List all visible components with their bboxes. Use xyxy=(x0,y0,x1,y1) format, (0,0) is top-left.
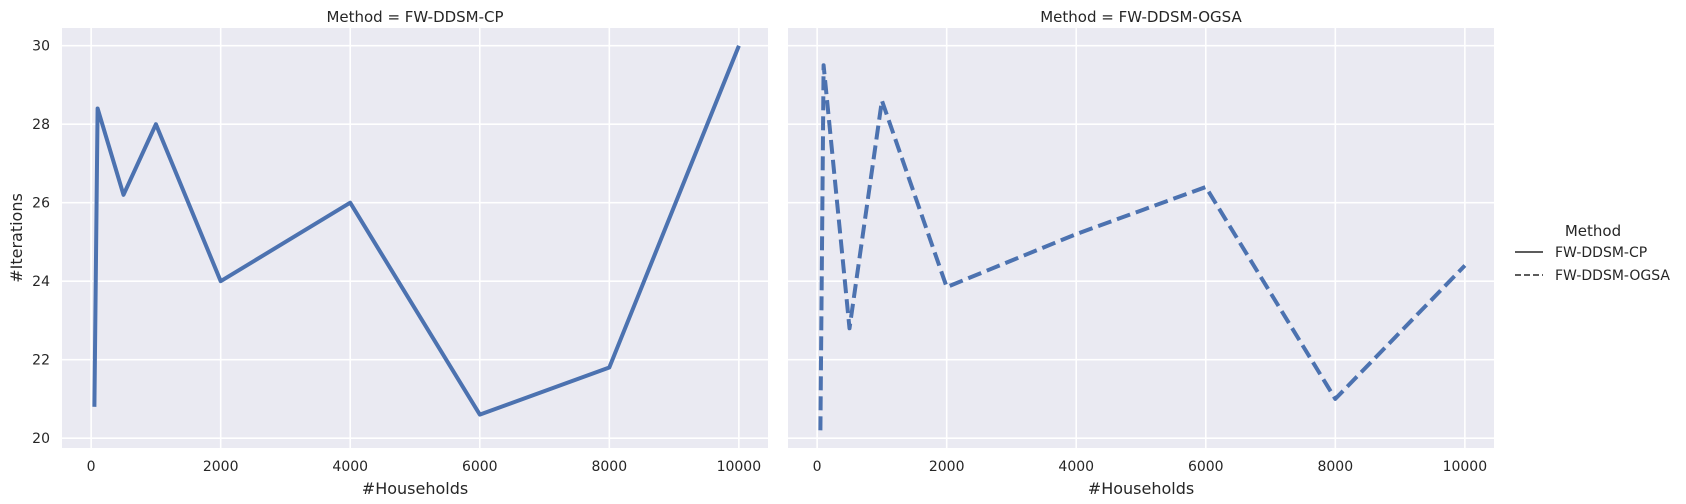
y-tick-label: 22 xyxy=(32,353,50,369)
legend-label-fw-ddsm-ogsa: FW-DDSM-OGSA xyxy=(1555,268,1670,284)
x-tick-label: 10000 xyxy=(1443,459,1488,475)
x-tick-label: 2000 xyxy=(929,459,965,475)
y-tick-labels: 20 22 24 26 28 30 xyxy=(32,39,50,448)
x-axis-label: #Households xyxy=(1088,479,1194,498)
x-tick-label: 0 xyxy=(87,459,96,475)
x-tick-labels: 0 2000 4000 6000 8000 10000 xyxy=(813,459,1487,475)
x-tick-label: 8000 xyxy=(591,459,627,475)
legend-title: Method xyxy=(1565,222,1621,240)
x-tick-labels: 0 2000 4000 6000 8000 10000 xyxy=(87,459,761,475)
x-axis-label: #Households xyxy=(362,479,468,498)
legend: Method FW-DDSM-CP FW-DDSM-OGSA xyxy=(1515,222,1670,284)
panel-fw-ddsm-cp: Method = FW-DDSM-CP 0 2000 4000 6000 8000 100… xyxy=(7,8,768,498)
x-tick-label: 10000 xyxy=(717,459,762,475)
x-tick-label: 8000 xyxy=(1317,459,1353,475)
panel-title: Method = FW-DDSM-OGSA xyxy=(1040,8,1242,26)
y-tick-label: 26 xyxy=(32,196,50,212)
panel-background xyxy=(62,28,768,448)
series-group xyxy=(818,63,1467,431)
panel-fw-ddsm-ogsa: Method = FW-DDSM-OGSA 0 2000 4000 6000 8000 1… xyxy=(788,8,1494,498)
y-tick-label: 30 xyxy=(32,39,50,55)
series-group xyxy=(92,44,741,417)
x-tick-label: 6000 xyxy=(462,459,498,475)
panel-background xyxy=(788,28,1494,448)
x-tick-label: 6000 xyxy=(1188,459,1224,475)
x-tick-label: 0 xyxy=(813,459,822,475)
legend-label-fw-ddsm-cp: FW-DDSM-CP xyxy=(1555,245,1647,261)
y-tick-label: 20 xyxy=(32,431,50,447)
y-axis-label: #Iterations xyxy=(7,193,26,283)
x-tick-label: 4000 xyxy=(332,459,368,475)
grid-group xyxy=(788,28,1494,448)
grid-group xyxy=(62,28,768,448)
x-tick-label: 2000 xyxy=(203,459,239,475)
x-tick-label: 4000 xyxy=(1058,459,1094,475)
y-tick-label: 28 xyxy=(32,117,50,133)
series-line-fw-ddsm-ogsa xyxy=(818,63,1467,431)
series-line-fw-ddsm-cp xyxy=(92,44,741,417)
panel-title: Method = FW-DDSM-CP xyxy=(326,8,503,26)
y-tick-label: 24 xyxy=(32,274,50,290)
